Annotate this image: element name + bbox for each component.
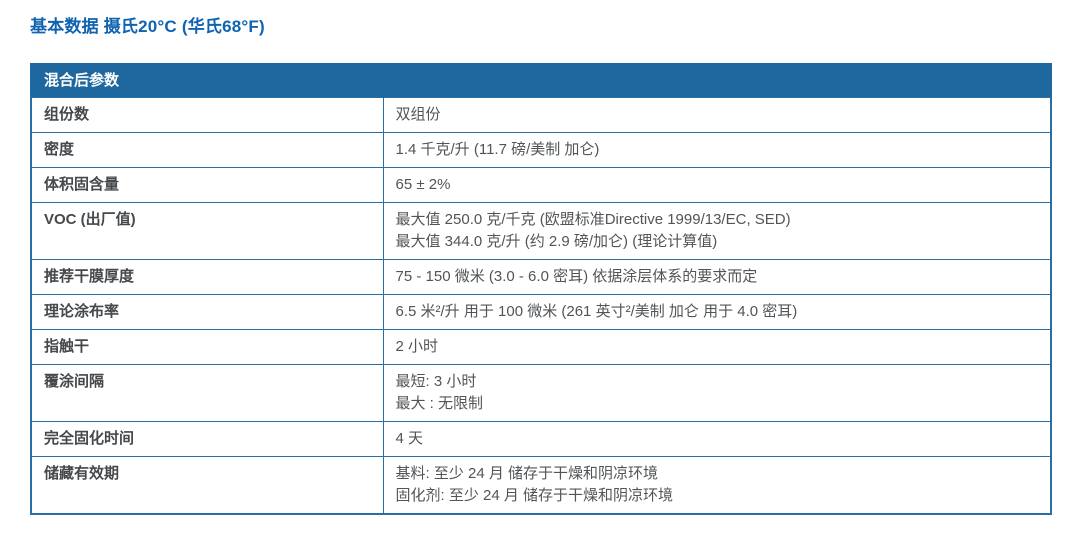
param-value-line: 固化剂: 至少 24 月 储存于干燥和阴凉环境 xyxy=(395,487,674,504)
table-header-bar: 混合后参数 xyxy=(30,63,1052,97)
table-row: 指触干 2 小时 xyxy=(30,329,1052,365)
param-value-line: 最大值 250.0 克/千克 (欧盟标准Directive 1999/13/EC… xyxy=(395,211,791,228)
param-value-line: 65 ± 2% xyxy=(395,176,451,193)
param-label-cell: 覆涂间隔 xyxy=(30,364,384,422)
table-row: 密度 1.4 千克/升 (11.7 磅/美制 加仑) xyxy=(30,132,1052,168)
parameters-grid: 组份数 双组份 密度 1.4 千克/升 (11.7 磅/美制 加仑) 体积固含量… xyxy=(30,97,1052,515)
param-value-cell: 1.4 千克/升 (11.7 磅/美制 加仑) xyxy=(382,132,1052,168)
table-row: 储藏有效期 基料: 至少 24 月 储存于干燥和阴凉环境 固化剂: 至少 24 月… xyxy=(30,456,1052,515)
table-row: 完全固化时间 4 天 xyxy=(30,421,1052,457)
param-label-cell: VOC (出厂值) xyxy=(30,202,384,260)
param-value-line: 最短: 3 小时 xyxy=(395,373,477,390)
param-label-cell: 体积固含量 xyxy=(30,167,384,203)
param-value-cell: 最大值 250.0 克/千克 (欧盟标准Directive 1999/13/EC… xyxy=(382,202,1052,260)
param-value-line: 6.5 米²/升 用于 100 微米 (261 英寸²/美制 加仑 用于 4.0… xyxy=(395,303,798,320)
param-value-line: 最大 : 无限制 xyxy=(395,395,484,412)
param-value-line: 4 天 xyxy=(395,430,424,447)
param-value-line: 基料: 至少 24 月 储存于干燥和阴凉环境 xyxy=(395,465,659,482)
param-label-cell: 指触干 xyxy=(30,329,384,365)
table-row: 覆涂间隔 最短: 3 小时 最大 : 无限制 xyxy=(30,364,1052,422)
param-value-cell: 4 天 xyxy=(382,421,1052,457)
param-value-line: 2 小时 xyxy=(395,338,439,355)
page-title: 基本数据 摄氏20°C (华氏68°F) xyxy=(30,17,265,36)
table-row: 体积固含量 65 ± 2% xyxy=(30,167,1052,203)
param-value-line: 最大值 344.0 克/升 (约 2.9 磅/加仑) (理论计算值) xyxy=(395,233,718,250)
table-row: 组份数 双组份 xyxy=(30,97,1052,133)
param-value-cell: 6.5 米²/升 用于 100 微米 (261 英寸²/美制 加仑 用于 4.0… xyxy=(382,294,1052,330)
table-row: VOC (出厂值) 最大值 250.0 克/千克 (欧盟标准Directive … xyxy=(30,202,1052,260)
param-value-cell: 基料: 至少 24 月 储存于干燥和阴凉环境 固化剂: 至少 24 月 储存于干燥… xyxy=(382,456,1052,515)
param-value-cell: 75 - 150 微米 (3.0 - 6.0 密耳) 依据涂层体系的要求而定 xyxy=(382,259,1052,295)
param-value-cell: 双组份 xyxy=(382,97,1052,133)
param-label-cell: 理论涂布率 xyxy=(30,294,384,330)
param-value-cell: 2 小时 xyxy=(382,329,1052,365)
parameters-table: 混合后参数 组份数 双组份 密度 1.4 千克/升 (11.7 磅/美制 加仑)… xyxy=(30,63,1052,515)
table-row: 推荐干膜厚度 75 - 150 微米 (3.0 - 6.0 密耳) 依据涂层体系… xyxy=(30,259,1052,295)
param-value-cell: 65 ± 2% xyxy=(382,167,1052,203)
param-value-cell: 最短: 3 小时 最大 : 无限制 xyxy=(382,364,1052,422)
param-value-line: 双组份 xyxy=(395,106,441,123)
param-label-cell: 组份数 xyxy=(30,97,384,133)
table-row: 理论涂布率 6.5 米²/升 用于 100 微米 (261 英寸²/美制 加仑 … xyxy=(30,294,1052,330)
param-label-cell: 推荐干膜厚度 xyxy=(30,259,384,295)
param-label-cell: 完全固化时间 xyxy=(30,421,384,457)
param-label-cell: 密度 xyxy=(30,132,384,168)
param-value-line: 1.4 千克/升 (11.7 磅/美制 加仑) xyxy=(395,141,600,158)
param-label-cell: 储藏有效期 xyxy=(30,456,384,515)
param-value-line: 75 - 150 微米 (3.0 - 6.0 密耳) 依据涂层体系的要求而定 xyxy=(395,268,758,285)
